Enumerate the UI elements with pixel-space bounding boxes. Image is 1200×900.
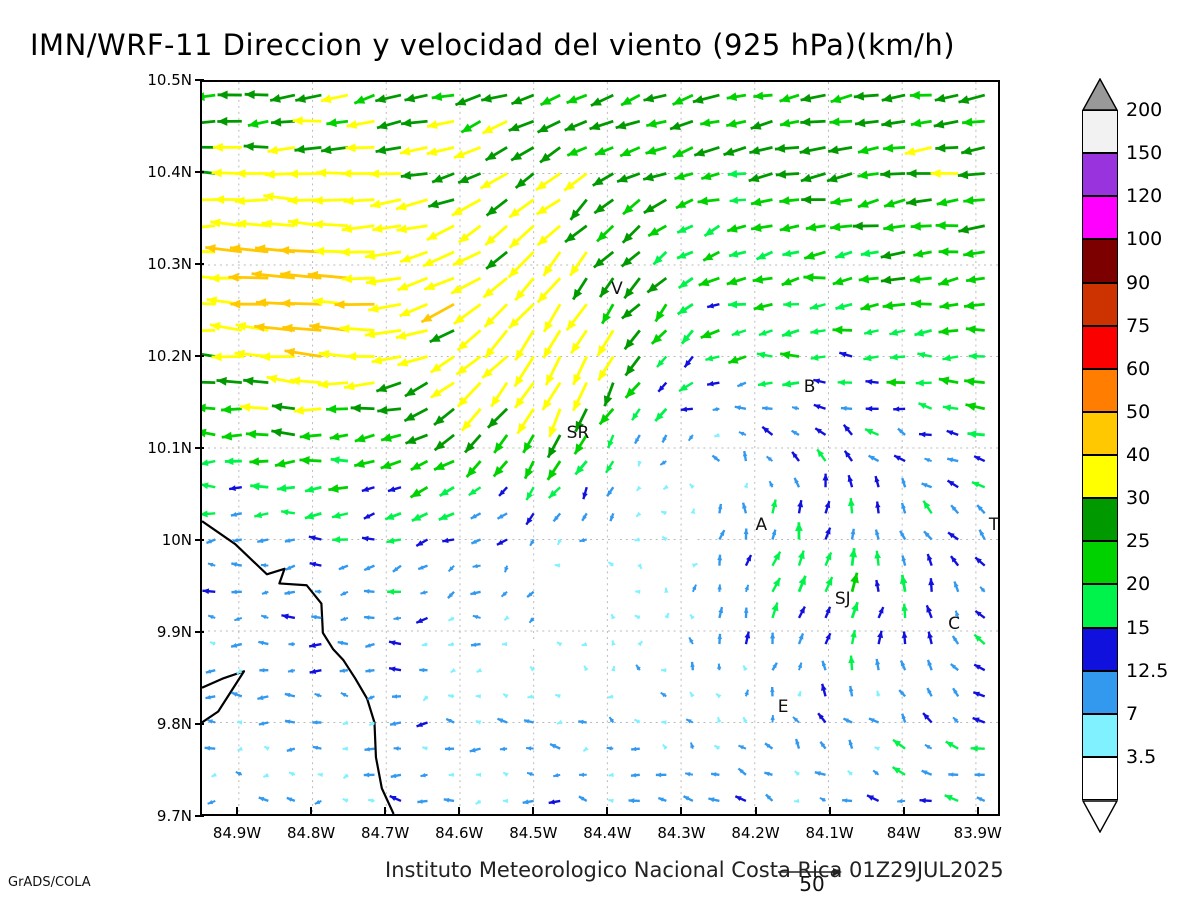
wind-vector-field	[202, 82, 998, 814]
x-axis-tick	[828, 807, 831, 816]
x-axis-tick-label: 84.2W	[731, 824, 780, 842]
colorbar-band	[1082, 110, 1118, 154]
y-axis-tick-label: 10N	[161, 531, 192, 549]
y-axis-tick-label: 10.1N	[147, 439, 192, 457]
colorbar-band	[1082, 455, 1118, 499]
page-title: IMN/WRF-11 Direccion y velocidad del vie…	[30, 28, 956, 62]
y-axis-tick	[195, 79, 204, 81]
y-axis-tick-label: 10.5N	[147, 71, 192, 89]
x-axis-tick	[236, 807, 239, 816]
colorbar-tick-label: 90	[1126, 271, 1151, 294]
x-axis-tick	[532, 807, 535, 816]
x-axis-tick-label: 84.9W	[212, 824, 262, 842]
colorbar-tick-label: 15	[1126, 616, 1151, 639]
y-axis-tick	[195, 723, 204, 725]
colorbar-tick-label: 40	[1126, 444, 1151, 466]
colorbar-band	[1082, 498, 1118, 542]
x-axis-tick-label: 84.5W	[509, 824, 558, 842]
footer-credit: Instituto Meteorologico Nacional Costa R…	[385, 858, 1004, 882]
colorbar-tick-label: 60	[1126, 357, 1151, 380]
colorbar-tick-label: 120	[1126, 185, 1163, 208]
y-axis-tick	[195, 447, 204, 449]
x-axis-tick-label: 84.1W	[805, 824, 854, 842]
colorbar-band	[1082, 239, 1118, 283]
colorbar-band	[1082, 670, 1118, 714]
y-axis-tick	[195, 631, 204, 633]
y-axis-tick-label: 9.9N	[156, 623, 192, 641]
y-axis-tick-label: 10.3N	[147, 255, 192, 273]
colorbar-tick-label: 30	[1126, 487, 1151, 510]
colorbar-tick-label: 150	[1126, 142, 1163, 165]
colorbar-band	[1082, 153, 1118, 197]
colorbar-tick-label: 50	[1126, 400, 1151, 423]
x-axis-tick	[384, 807, 387, 816]
x-axis-tick	[976, 807, 979, 816]
reference-vector-arrow	[778, 868, 842, 876]
x-axis-tick-label: 84.7W	[361, 824, 410, 842]
x-axis-tick	[458, 807, 461, 816]
colorbar-legend[interactable]: 3.5 7 12.5 15 20 25 30 40 50 60 75 90 100 120 150 200	[1082, 78, 1168, 833]
x-axis-tick	[680, 807, 683, 816]
x-axis-tick-label: 84.4W	[583, 824, 632, 842]
colorbar-band	[1082, 584, 1118, 628]
colorbar-tick-label: 3.5	[1126, 745, 1157, 768]
x-axis-tick-label: 84W	[886, 824, 921, 842]
grads-attribution: GrADS/COLA	[8, 875, 91, 890]
colorbar-band	[1082, 282, 1118, 326]
colorbar-tick-label: 100	[1126, 228, 1163, 251]
x-axis-tick	[902, 807, 905, 816]
y-axis-tick-label: 10.4N	[147, 163, 192, 181]
colorbar-band	[1082, 368, 1118, 412]
colorbar-band	[1082, 627, 1118, 671]
map-plot-area[interactable]	[200, 80, 1000, 816]
x-axis-tick	[606, 807, 609, 816]
y-axis-tick-label: 10.2N	[147, 347, 192, 365]
y-axis-tick-label: 9.8N	[156, 715, 192, 733]
x-axis-tick-label: 84.6W	[435, 824, 484, 842]
x-axis-tick	[754, 807, 757, 816]
colorbar-extend-low-icon	[1082, 800, 1118, 833]
reference-vector-label: 50	[799, 872, 825, 896]
colorbar-tick-label: 12.5	[1126, 659, 1169, 682]
y-axis-tick	[195, 815, 204, 817]
y-axis-tick-label: 9.7N	[156, 807, 192, 825]
colorbar-tick-label: 75	[1126, 314, 1151, 337]
x-axis-tick	[310, 807, 313, 816]
colorbar-tick-label: 25	[1126, 530, 1151, 553]
colorbar-band	[1082, 713, 1118, 757]
colorbar-band	[1082, 411, 1118, 455]
y-axis-tick	[195, 263, 204, 265]
y-axis-tick	[195, 539, 204, 541]
colorbar-tick-label: 20	[1126, 573, 1151, 596]
colorbar-band	[1082, 325, 1118, 369]
colorbar-band	[1082, 541, 1118, 585]
y-axis-tick	[195, 171, 204, 173]
colorbar-extend-high-icon	[1082, 78, 1118, 111]
colorbar-tick-label: 200	[1126, 99, 1163, 121]
x-axis-tick-label: 83.9W	[953, 824, 1002, 842]
colorbar-tick-label: 7	[1126, 702, 1139, 725]
y-axis-tick	[195, 355, 204, 357]
x-axis-tick-label: 84.3W	[657, 824, 706, 842]
x-axis-tick-label: 84.8W	[286, 824, 336, 842]
colorbar-band	[1082, 196, 1118, 240]
colorbar-band	[1082, 756, 1118, 800]
